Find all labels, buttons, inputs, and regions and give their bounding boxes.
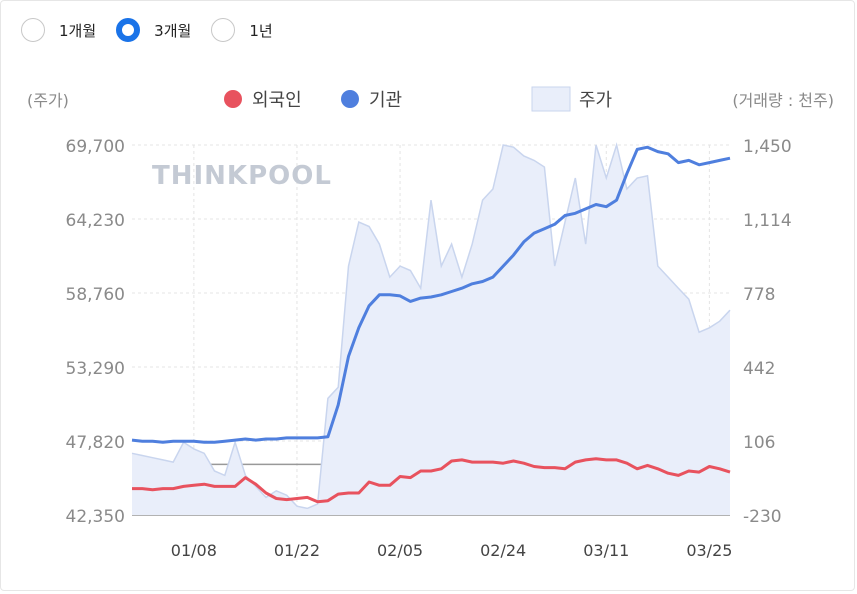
left-axis: 69,700 64,230 58,760 53,290 47,820 42,350 (주가) [27, 91, 125, 527]
series-line-foreign [132, 457, 731, 504]
right-tick-label: 1,114 [743, 211, 792, 231]
series-line-institution [131, 145, 731, 444]
legend-label-foreign: 외국인 [252, 90, 302, 111]
radio-circle[interactable] [211, 18, 236, 42]
right-tick-label: 106 [743, 433, 775, 453]
right-tick-label: 442 [743, 359, 775, 379]
period-option-label: 3개월 [154, 21, 192, 40]
legend: 외국인 기관 주가 [224, 86, 612, 112]
right-tick-label: -230 [743, 507, 782, 527]
svg-text:THINKPOOL: THINKPOOL [152, 161, 332, 191]
x-tick-label: 01/22 [274, 541, 320, 560]
left-tick-label: 64,230 [66, 211, 125, 231]
right-axis: 1,450 1,114 778 442 106 -230 (거래량 : 천주) [732, 91, 834, 527]
period-selector: 1개월 3개월 1년 [21, 18, 293, 42]
left-tick-label: 53,290 [66, 359, 125, 379]
legend-marker-price [531, 86, 571, 112]
legend-marker-foreign [224, 90, 242, 108]
x-tick-label: 01/08 [171, 541, 217, 560]
right-axis-label: (거래량 : 천주) [732, 91, 834, 110]
right-tick-label: 1,450 [743, 137, 792, 157]
left-tick-label: 69,700 [66, 137, 125, 157]
series-layer [131, 142, 731, 515]
x-tick-label: 02/05 [377, 541, 423, 560]
right-tick-label: 778 [743, 285, 775, 305]
series-area-price [132, 145, 730, 515]
legend-marker-institution [341, 90, 359, 108]
period-option[interactable]: 1개월 [21, 18, 96, 42]
left-axis-label: (주가) [27, 91, 69, 110]
radio-circle[interactable] [116, 18, 141, 42]
legend-label-institution: 기관 [369, 90, 402, 111]
series-line-price [131, 142, 731, 510]
radio-circle[interactable] [21, 18, 45, 42]
legend-label-price: 주가 [579, 90, 612, 111]
x-tick-label: 02/24 [480, 541, 526, 560]
left-tick-label: 58,760 [66, 285, 125, 305]
period-option[interactable]: 1년 [211, 18, 273, 42]
x-tick-label: 03/25 [686, 541, 732, 560]
thinkpool-watermark: THINKPOOL [152, 161, 332, 191]
left-tick-label: 47,820 [66, 433, 125, 453]
x-tick-label: 03/11 [583, 541, 629, 560]
x-axis: 01/08 01/22 02/05 02/24 03/11 03/25 [171, 541, 733, 560]
left-tick-label: 42,350 [66, 507, 125, 527]
period-option-label: 1개월 [59, 21, 97, 40]
period-option-label: 1년 [249, 21, 273, 40]
period-option[interactable]: 3개월 [116, 18, 191, 42]
